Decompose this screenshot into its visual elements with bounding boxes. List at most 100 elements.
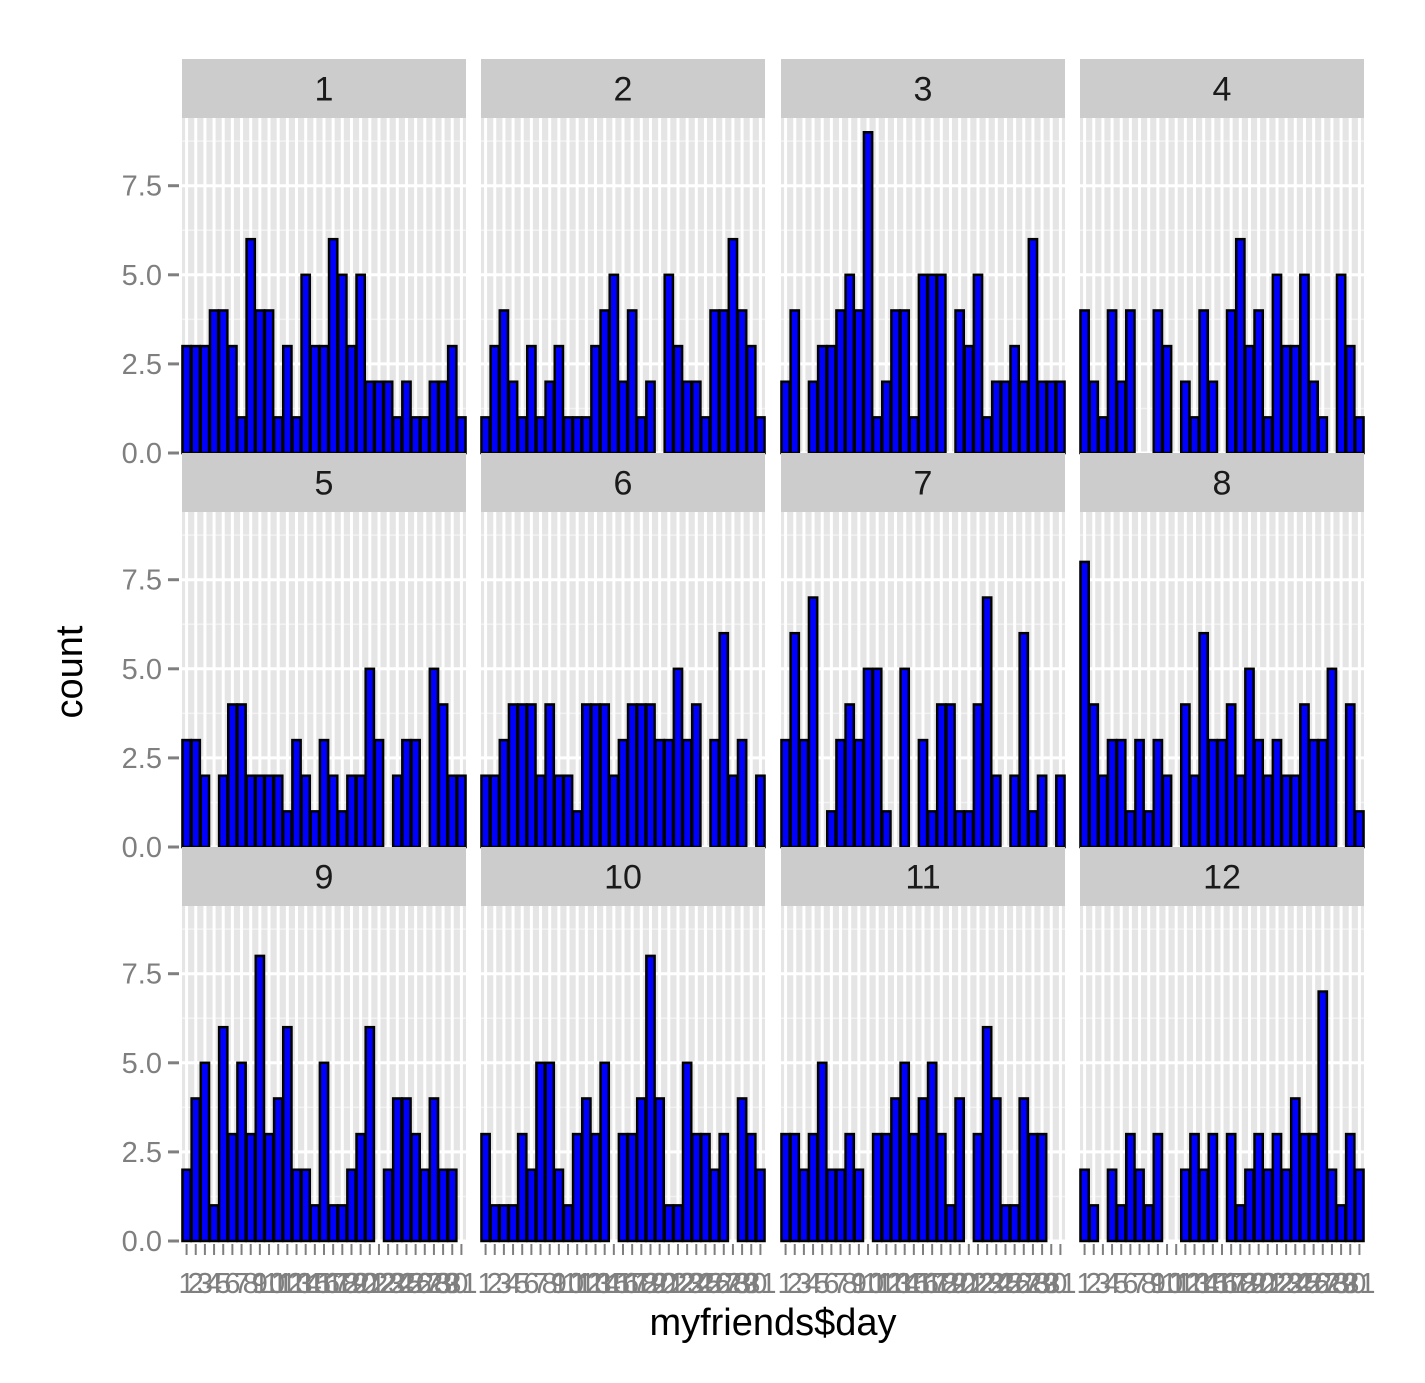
bar bbox=[990, 380, 1002, 455]
bar bbox=[364, 1025, 376, 1243]
x-tick-label: 14 bbox=[589, 1268, 621, 1300]
x-tick-label: 19 bbox=[335, 1268, 367, 1300]
bar bbox=[300, 1168, 312, 1243]
bar bbox=[663, 738, 675, 849]
x-tick-label: 13 bbox=[579, 1268, 611, 1300]
bar bbox=[617, 738, 629, 849]
x-tick-label: 29 bbox=[1026, 1268, 1058, 1300]
x-tick-label: 31 bbox=[744, 1268, 776, 1300]
bar bbox=[789, 1132, 801, 1243]
bar bbox=[945, 703, 956, 849]
bar bbox=[1189, 774, 1200, 849]
bar bbox=[1189, 416, 1200, 455]
bar bbox=[1088, 703, 1100, 849]
x-tick-label: 29 bbox=[1325, 1268, 1357, 1300]
bar bbox=[446, 774, 458, 849]
x-tick-label: 9 bbox=[551, 1268, 567, 1300]
x-tick-label: 21 bbox=[354, 1268, 386, 1300]
bar bbox=[899, 1061, 911, 1243]
y-tick-label: 0.0 bbox=[122, 832, 162, 864]
x-tick-label: 12 bbox=[271, 1268, 303, 1300]
bar bbox=[835, 738, 846, 849]
x-tick-label: 4 bbox=[805, 1268, 821, 1300]
bar bbox=[507, 380, 519, 455]
bar bbox=[1289, 344, 1301, 455]
x-tick-label: 10 bbox=[1151, 1268, 1183, 1300]
bar bbox=[1299, 1132, 1310, 1243]
bar bbox=[419, 416, 431, 455]
bar bbox=[382, 380, 394, 455]
facet-panel-2: 2 bbox=[480, 59, 766, 455]
bar bbox=[208, 309, 220, 455]
bar bbox=[1262, 774, 1274, 849]
bar bbox=[199, 344, 211, 455]
x-tick-label: 31 bbox=[445, 1268, 477, 1300]
bar bbox=[880, 1132, 892, 1243]
bar bbox=[690, 703, 702, 849]
x-tick-label: 28 bbox=[418, 1268, 450, 1300]
x-tick-label: 6 bbox=[1122, 1268, 1138, 1300]
facet-panel-8: 8 bbox=[1079, 453, 1365, 849]
bar bbox=[1317, 416, 1329, 455]
x-tick-label: 25 bbox=[689, 1268, 721, 1300]
facet-strip bbox=[182, 59, 466, 118]
bar bbox=[1009, 774, 1020, 849]
bar bbox=[355, 273, 367, 455]
bar bbox=[1326, 1168, 1338, 1243]
bar bbox=[755, 416, 766, 455]
y-axis-title: count bbox=[49, 625, 91, 718]
facet-strip bbox=[1080, 453, 1364, 512]
bar bbox=[645, 954, 656, 1243]
x-tick-label: 17 bbox=[317, 1268, 349, 1300]
bar bbox=[835, 309, 846, 455]
bar bbox=[1344, 703, 1356, 849]
bar bbox=[789, 631, 801, 849]
x-tick-label: 26 bbox=[998, 1268, 1030, 1300]
bar bbox=[355, 774, 367, 849]
bar bbox=[816, 344, 828, 455]
bar bbox=[553, 344, 565, 455]
bar bbox=[1134, 738, 1145, 849]
bar bbox=[526, 1168, 537, 1243]
bar bbox=[181, 738, 192, 849]
bar bbox=[254, 309, 266, 455]
bar bbox=[844, 273, 856, 455]
x-tick-label: 11 bbox=[1161, 1268, 1191, 1300]
facet-strip bbox=[481, 847, 765, 906]
bar bbox=[489, 1204, 501, 1243]
facet-panel-12: 1212345678910111213141516171819202122232… bbox=[1077, 847, 1376, 1300]
bar bbox=[789, 309, 801, 455]
bar bbox=[727, 237, 739, 455]
bar bbox=[480, 1132, 491, 1243]
bar bbox=[571, 416, 583, 455]
bar bbox=[718, 309, 730, 455]
bar bbox=[1045, 380, 1057, 455]
facet-strip bbox=[781, 453, 1065, 512]
bar bbox=[672, 1204, 684, 1243]
bar bbox=[709, 309, 720, 455]
x-tick-label: 26 bbox=[399, 1268, 431, 1300]
bar bbox=[456, 416, 467, 455]
bar bbox=[635, 1097, 647, 1243]
bar bbox=[880, 810, 892, 849]
y-tick-label: 5.0 bbox=[122, 1048, 162, 1080]
facet-strip bbox=[182, 453, 466, 512]
bar bbox=[410, 1132, 421, 1243]
bar bbox=[1036, 1132, 1048, 1243]
x-tick-label: 18 bbox=[326, 1268, 358, 1300]
bar bbox=[373, 380, 385, 455]
facet-strip-label: 8 bbox=[1213, 465, 1232, 503]
x-tick-label: 8 bbox=[842, 1268, 858, 1300]
bar bbox=[626, 703, 638, 849]
x-tick-label: 7 bbox=[532, 1268, 548, 1300]
x-tick-label: 17 bbox=[916, 1268, 948, 1300]
bar bbox=[580, 1097, 592, 1243]
bar bbox=[217, 1025, 229, 1243]
bar bbox=[1207, 738, 1219, 849]
bar bbox=[1354, 810, 1365, 849]
facet-panel-5: 5 0.0 2.5 5.0 7.5 bbox=[122, 453, 467, 864]
bar bbox=[1198, 309, 1210, 455]
x-tick-label: 17 bbox=[616, 1268, 648, 1300]
bar bbox=[972, 1132, 984, 1243]
bar bbox=[871, 416, 883, 455]
